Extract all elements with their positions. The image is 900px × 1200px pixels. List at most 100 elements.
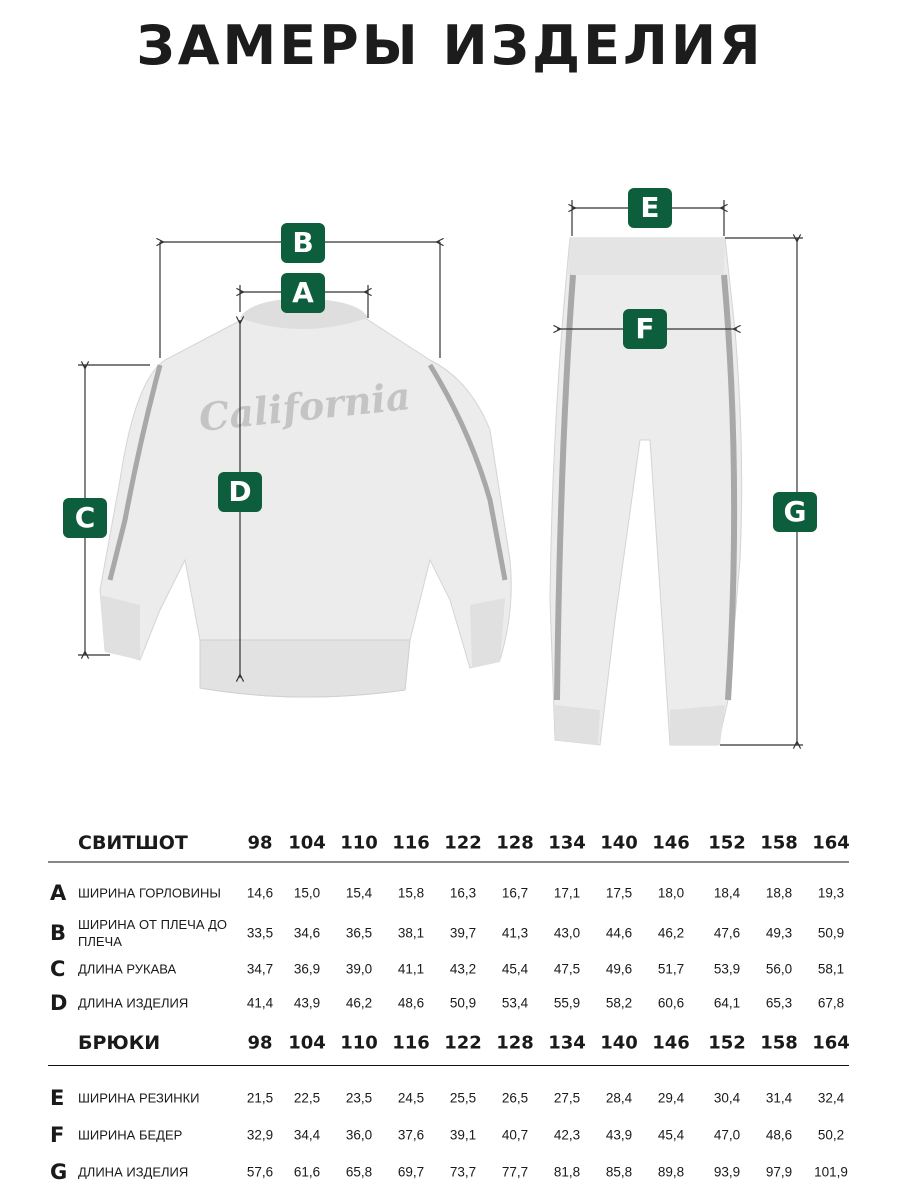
row-label: ШИРИНА РЕЗИНКИ [78,1090,200,1106]
cell-value: 50,2 [817,1127,845,1143]
cell-value: 44,6 [605,925,633,941]
size-header: 104 [288,832,326,854]
cell-value: 38,1 [397,925,425,941]
cell-value: 24,5 [397,1090,425,1106]
cell-value: 34,6 [293,925,321,941]
cell-value: 101,9 [814,1164,848,1180]
cell-value: 48,6 [765,1127,793,1143]
cell-value: 53,9 [713,961,741,977]
pants-image [549,237,743,746]
badge-f: F [623,309,667,349]
table-divider [48,1065,849,1066]
size-header: 128 [496,832,534,854]
size-header: 146 [652,1032,690,1054]
cell-value: 39,0 [345,961,373,977]
cell-value: 85,8 [605,1164,633,1180]
cell-value: 45,4 [501,961,529,977]
cell-value: 43,9 [293,995,321,1011]
size-header: 140 [600,832,638,854]
cell-value: 40,7 [501,1127,529,1143]
cell-value: 16,7 [501,885,529,901]
size-header: 134 [548,832,586,854]
cell-value: 39,7 [449,925,477,941]
table-divider [48,861,849,863]
size-header: 98 [247,1032,273,1054]
cell-value: 41,4 [246,995,274,1011]
size-header: 110 [340,1032,378,1054]
cell-value: 67,8 [817,995,845,1011]
cell-value: 23,5 [345,1090,373,1106]
sweatshirt-image: California [99,298,512,698]
cell-value: 15,8 [397,885,425,901]
cell-value: 18,4 [713,885,741,901]
table-title: СВИТШОТ [78,832,188,854]
cell-value: 53,4 [501,995,529,1011]
cell-value: 93,9 [713,1164,741,1180]
cell-value: 36,9 [293,961,321,977]
cell-value: 56,0 [765,961,793,977]
size-header: 98 [247,832,273,854]
cell-value: 26,5 [501,1090,529,1106]
cell-value: 65,3 [765,995,793,1011]
badge-e: E [628,188,672,228]
badge-a: A [281,273,325,313]
cell-value: 16,3 [449,885,477,901]
cell-value: 43,2 [449,961,477,977]
cell-value: 15,4 [345,885,373,901]
cell-value: 31,4 [765,1090,793,1106]
cell-value: 32,9 [246,1127,274,1143]
cell-value: 37,6 [397,1127,425,1143]
cell-value: 58,1 [817,961,845,977]
cell-value: 55,9 [553,995,581,1011]
cell-value: 14,6 [246,885,274,901]
cell-value: 77,7 [501,1164,529,1180]
size-header: 122 [444,1032,482,1054]
cell-value: 81,8 [553,1164,581,1180]
cell-value: 60,6 [657,995,685,1011]
size-header: 164 [812,832,850,854]
cell-value: 43,9 [605,1127,633,1143]
cell-value: 29,4 [657,1090,685,1106]
size-header: 122 [444,832,482,854]
size-header: 164 [812,1032,850,1054]
size-header: 128 [496,1032,534,1054]
cell-value: 25,5 [449,1090,477,1106]
cell-value: 47,0 [713,1127,741,1143]
size-header: 152 [708,832,746,854]
badge-d: D [218,472,262,512]
cell-value: 58,2 [605,995,633,1011]
badge-b: B [281,223,325,263]
cell-value: 32,4 [817,1090,845,1106]
cell-value: 42,3 [553,1127,581,1143]
cell-value: 30,4 [713,1090,741,1106]
cell-value: 17,5 [605,885,633,901]
size-header: 116 [392,832,430,854]
size-header: 116 [392,1032,430,1054]
row-letter: G [50,1160,68,1184]
size-header: 140 [600,1032,638,1054]
page-title: ЗАМЕРЫ ИЗДЕЛИЯ [136,14,764,77]
cell-value: 48,6 [397,995,425,1011]
size-header: 110 [340,832,378,854]
cell-value: 18,0 [657,885,685,901]
row-letter: E [50,1086,65,1110]
row-letter: A [50,881,67,905]
cell-value: 15,0 [293,885,321,901]
cell-value: 28,4 [605,1090,633,1106]
cell-value: 27,5 [553,1090,581,1106]
cell-value: 64,1 [713,995,741,1011]
size-header: 152 [708,1032,746,1054]
cell-value: 65,8 [345,1164,373,1180]
cell-value: 34,7 [246,961,274,977]
cell-value: 43,0 [553,925,581,941]
cell-value: 36,0 [345,1127,373,1143]
row-label: ДЛИНА ИЗДЕЛИЯ [78,1164,189,1180]
size-header: 104 [288,1032,326,1054]
cell-value: 46,2 [657,925,685,941]
cell-value: 47,6 [713,925,741,941]
cell-value: 17,1 [553,885,581,901]
cell-value: 21,5 [246,1090,274,1106]
cell-value: 69,7 [397,1164,425,1180]
cell-value: 45,4 [657,1127,685,1143]
cell-value: 39,1 [449,1127,477,1143]
